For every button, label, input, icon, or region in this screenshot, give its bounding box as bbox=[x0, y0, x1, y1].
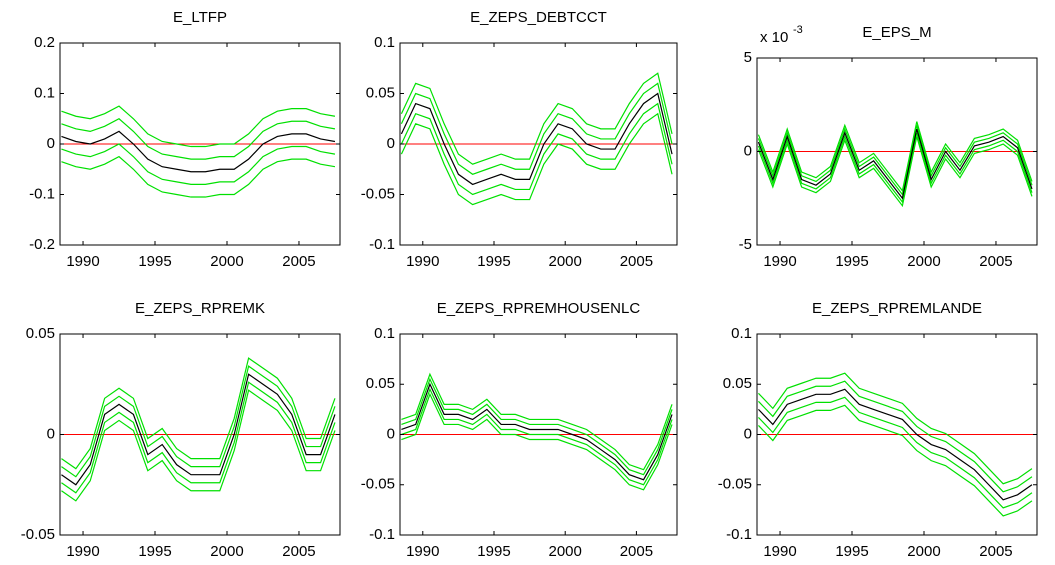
x-tick-label: 2005 bbox=[282, 253, 315, 270]
y-tick-label: -5 bbox=[739, 236, 752, 253]
series-line bbox=[61, 365, 336, 478]
series-line bbox=[758, 396, 1033, 509]
series-line bbox=[757, 128, 1033, 200]
x-tick-label: 1990 bbox=[763, 253, 796, 270]
y-tick-label: 0.05 bbox=[366, 84, 395, 101]
series-line bbox=[400, 112, 673, 206]
x-tick-label: 2000 bbox=[210, 253, 243, 270]
series-line bbox=[61, 105, 336, 148]
series-line bbox=[757, 125, 1033, 196]
series-line bbox=[61, 381, 336, 494]
x-tick-label: 1995 bbox=[477, 253, 510, 270]
series-line bbox=[401, 372, 673, 471]
plot-area bbox=[400, 72, 677, 206]
y-tick-label: -0.1 bbox=[369, 236, 395, 253]
series-line bbox=[757, 121, 1033, 193]
y-tick-label: 0.05 bbox=[26, 325, 55, 342]
x-tick-label: 2000 bbox=[549, 543, 582, 560]
y-tick-label: 0 bbox=[47, 135, 55, 152]
x-tick-label: 2005 bbox=[979, 253, 1012, 270]
y-tick-label: -0.05 bbox=[718, 476, 752, 493]
x-tick-label: 1995 bbox=[835, 543, 868, 560]
y-tick-label: 5 bbox=[744, 49, 752, 66]
series-line bbox=[758, 404, 1033, 517]
y-tick-label: 0.1 bbox=[374, 34, 395, 51]
chart-title: E_ZEPS_RPREMLANDE bbox=[812, 300, 982, 317]
series-line bbox=[61, 357, 336, 470]
x-tick-label: 1990 bbox=[406, 543, 439, 560]
y-tick-label: -0.05 bbox=[361, 476, 395, 493]
series-line bbox=[400, 92, 673, 186]
y-tick-label: 0 bbox=[387, 135, 395, 152]
y-tick-label: 0 bbox=[47, 425, 55, 442]
y-tick-label: 0.05 bbox=[366, 375, 395, 392]
series-line bbox=[401, 392, 673, 491]
series-line bbox=[61, 143, 336, 185]
y-tick-label: 0.1 bbox=[374, 325, 395, 342]
series-line bbox=[758, 380, 1033, 493]
x-tick-label: 2000 bbox=[907, 543, 940, 560]
series-line bbox=[61, 130, 336, 173]
y-tick-label: -0.1 bbox=[29, 185, 55, 202]
y-tick-label: 0.05 bbox=[723, 375, 752, 392]
series-line bbox=[400, 102, 673, 196]
y-tick-label: -0.05 bbox=[21, 526, 55, 543]
plot-area bbox=[400, 372, 677, 491]
series-line bbox=[401, 387, 673, 486]
y-tick-label: -0.1 bbox=[726, 526, 752, 543]
chart-title: E_EPS_M bbox=[862, 24, 931, 41]
x-tick-label: 2000 bbox=[907, 253, 940, 270]
plot-area bbox=[757, 372, 1037, 517]
x-tick-label: 2005 bbox=[620, 543, 653, 560]
x-tick-label: 1990 bbox=[66, 543, 99, 560]
x-tick-label: 2000 bbox=[210, 543, 243, 560]
x-tick-label: 1995 bbox=[138, 543, 171, 560]
plot-area bbox=[60, 105, 340, 198]
y-tick-label: -0.05 bbox=[361, 185, 395, 202]
series-line bbox=[757, 132, 1033, 204]
y-tick-label: 0.2 bbox=[34, 34, 55, 51]
series-line bbox=[61, 389, 336, 502]
series-line bbox=[400, 72, 673, 165]
series-line bbox=[400, 82, 673, 175]
x-tick-label: 1995 bbox=[835, 253, 868, 270]
series-line bbox=[758, 388, 1033, 501]
plot-area bbox=[60, 357, 340, 502]
y-tick-label: -0.2 bbox=[29, 236, 55, 253]
series-line bbox=[61, 373, 336, 486]
series-line bbox=[401, 377, 673, 476]
y-tick-label: 0.1 bbox=[34, 84, 55, 101]
series-line bbox=[757, 136, 1033, 208]
series-line bbox=[758, 372, 1033, 485]
series-line bbox=[61, 155, 336, 198]
x-tick-label: 2005 bbox=[282, 543, 315, 560]
y-tick-label: 0 bbox=[744, 142, 752, 159]
x-tick-label: 2000 bbox=[549, 253, 582, 270]
x-tick-label: 1995 bbox=[138, 253, 171, 270]
plot-area bbox=[757, 121, 1037, 208]
x-tick-label: 1995 bbox=[477, 543, 510, 560]
x-tick-label: 2005 bbox=[620, 253, 653, 270]
y-tick-label: 0 bbox=[744, 425, 752, 442]
x-tick-label: 2005 bbox=[979, 543, 1012, 560]
x-tick-label: 1990 bbox=[406, 253, 439, 270]
y-multiplier-exponent: -3 bbox=[793, 24, 803, 36]
x-tick-label: 1990 bbox=[66, 253, 99, 270]
y-tick-label: -0.1 bbox=[369, 526, 395, 543]
y-tick-label: 0 bbox=[387, 425, 395, 442]
chart-title: E_ZEPS_DEBTCCT bbox=[470, 9, 607, 26]
series-line bbox=[61, 118, 336, 160]
chart-title: E_ZEPS_RPREMK bbox=[135, 300, 265, 317]
y-tick-label: 0.1 bbox=[731, 325, 752, 342]
chart-title: E_LTFP bbox=[173, 9, 227, 26]
x-tick-label: 1990 bbox=[763, 543, 796, 560]
series-line bbox=[401, 382, 673, 481]
y-multiplier: x 10 bbox=[760, 29, 788, 46]
chart-title: E_ZEPS_RPREMHOUSENLC bbox=[437, 300, 641, 317]
